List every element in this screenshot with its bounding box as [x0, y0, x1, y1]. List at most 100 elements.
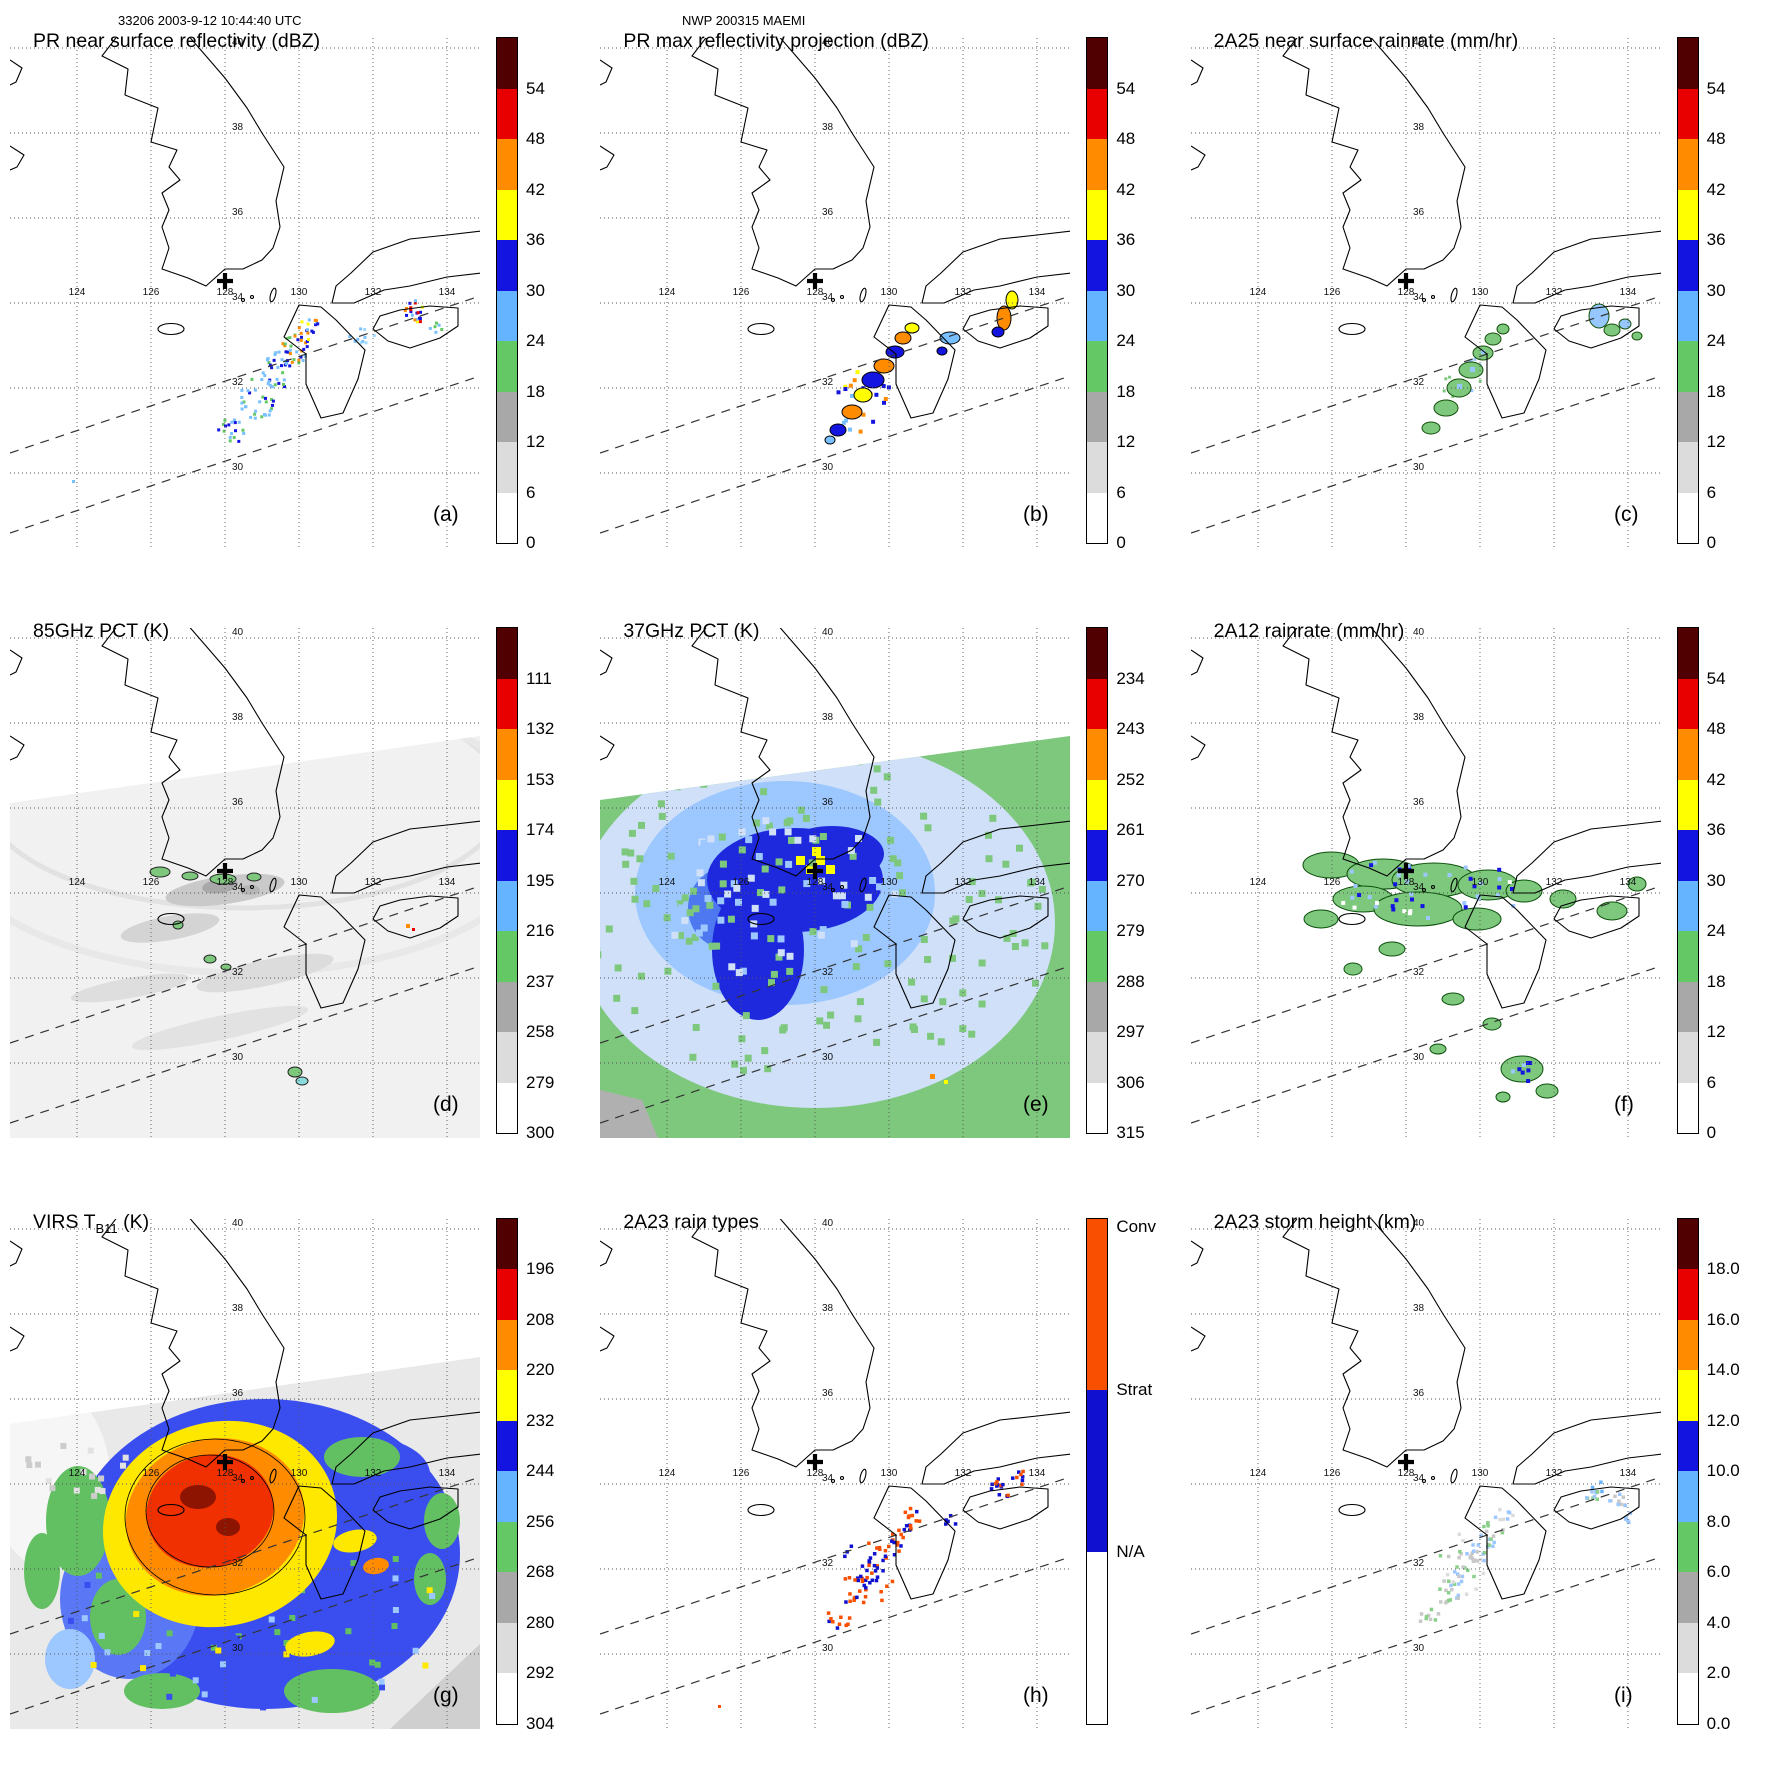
- colorbar-tick: 279: [526, 1072, 555, 1092]
- colorbar-segment: [1677, 981, 1698, 1033]
- svg-text:124: 124: [69, 1468, 86, 1479]
- graticule-labels: 124 126 128 130 132 134 40 38 36 34 32 30: [69, 38, 456, 473]
- map-layers: 124 126 128 130 132 134 40 38 36 34 32 30 (h): [600, 1218, 1071, 1729]
- svg-text:36: 36: [822, 1388, 834, 1399]
- svg-text:32: 32: [232, 377, 244, 388]
- map-g: 124 126 128 130 132 134 40 38 36 34 32 30 (g): [10, 1218, 480, 1729]
- svg-text:32: 32: [1413, 377, 1425, 388]
- svg-text:38: 38: [232, 712, 244, 723]
- svg-text:134: 134: [1619, 877, 1636, 888]
- svg-text:132: 132: [365, 877, 382, 888]
- swath-edge-lines: [1190, 295, 1661, 534]
- colorbar-segment: [1087, 931, 1108, 982]
- svg-text:32: 32: [1413, 1558, 1425, 1569]
- colorbar-segment: [497, 1370, 517, 1421]
- colorbar-segment: [497, 341, 517, 392]
- colorbar-tick: 14.0: [1706, 1360, 1740, 1380]
- colorbar-segment: [497, 830, 517, 881]
- svg-text:36: 36: [1413, 1388, 1425, 1399]
- svg-text:32: 32: [822, 1558, 834, 1569]
- svg-text:134: 134: [439, 1468, 456, 1479]
- colorbar-segment: [1677, 729, 1698, 780]
- svg-text:30: 30: [232, 1052, 244, 1063]
- colorbar-tick: 252: [1116, 769, 1145, 789]
- graticule-labels: 124 126 128 130 132 134 40 38 36 34 32 30: [659, 1219, 1046, 1654]
- svg-text:132: 132: [955, 877, 972, 888]
- colorbar-segment: [1677, 678, 1698, 730]
- colorbar-segment: [497, 678, 517, 730]
- colorbar-tick: 234: [1116, 668, 1145, 688]
- colorbar-segment: [497, 442, 517, 493]
- svg-text:130: 130: [881, 287, 898, 298]
- swath-edge-lines: [600, 885, 1071, 1124]
- swath-edge-lines: [10, 885, 480, 1124]
- colorbar-segment: [1677, 290, 1698, 341]
- panel-title-a: PR near surface reflectivity (dBZ): [33, 30, 321, 52]
- colorbar-segment: [497, 1269, 517, 1320]
- map-b: 124 126 128 130 132 134 40 38 36 34 32 30 (b): [600, 38, 1071, 548]
- panel-title-d: 85GHz PCT (K): [33, 620, 170, 643]
- colorbar-segment: [1087, 38, 1108, 89]
- map-layers: 124 126 128 130 132 134 40 38 36 34 32 30 (b): [600, 38, 1071, 548]
- graticule: [1190, 1218, 1661, 1729]
- svg-text:128: 128: [807, 1468, 824, 1479]
- svg-text:130: 130: [1471, 287, 1488, 298]
- svg-text:38: 38: [822, 712, 834, 723]
- colorbar-segment: [497, 492, 517, 543]
- svg-text:126: 126: [143, 1468, 160, 1479]
- colorbar-tick: 12: [1116, 432, 1136, 451]
- svg-text:128: 128: [217, 1468, 234, 1479]
- panel-title-c: 2A25 near surface rainrate (mm/hr): [1213, 30, 1519, 52]
- colorbar-label-strat: Strat: [1116, 1380, 1153, 1400]
- swath-edge-lines: [1190, 885, 1661, 1124]
- colorbar-segment: [1087, 189, 1108, 240]
- coastlines: [10, 628, 480, 1009]
- colorbar-tick: 18: [1706, 381, 1726, 401]
- graticule: [10, 38, 480, 548]
- panel-letter: (g): [433, 1684, 459, 1707]
- colorbar-tick: 306: [1116, 1072, 1145, 1092]
- svg-text:132: 132: [365, 287, 382, 298]
- colorbar-segment: [1087, 341, 1108, 392]
- panel-h: 2A23 rain types 124 126 128 130 132 134 40 38 36 3…: [590, 1181, 1180, 1771]
- colorbar-tick: 42: [526, 179, 545, 199]
- colorbar-b: [1086, 37, 1109, 544]
- coastlines: [600, 628, 1071, 1009]
- svg-text:130: 130: [1471, 877, 1488, 888]
- colorbar-tick: 256: [526, 1511, 555, 1531]
- map-i: 124 126 128 130 132 134 40 38 36 34 32 30 (i): [1190, 1218, 1661, 1729]
- colorbar-tick: 280: [526, 1612, 555, 1632]
- colorbar-segment: [1087, 628, 1108, 679]
- colorbar-segment: [497, 1622, 517, 1674]
- data-overlay-d: [10, 736, 480, 1139]
- colorbar-segment: [1677, 1521, 1698, 1573]
- graticule-labels: 124 126 128 130 132 134 40 38 36 34 32 30: [69, 628, 456, 1063]
- map-layers: 124 126 128 130 132 134 40 38 36 34 32 30 (e): [600, 628, 1071, 1139]
- colorbar-segment-strat: [1087, 1390, 1108, 1552]
- svg-text:130: 130: [1471, 1468, 1488, 1479]
- svg-text:40: 40: [232, 1219, 244, 1229]
- colorbar-segment: [1677, 1218, 1698, 1270]
- svg-text:30: 30: [822, 462, 834, 473]
- svg-text:30: 30: [1413, 1052, 1425, 1063]
- svg-text:124: 124: [1249, 877, 1266, 888]
- map-layers: 124 126 128 130 132 134 40 38 36 34 32 30 (d): [10, 628, 480, 1139]
- colorbar-a: [496, 37, 518, 544]
- panel-c: 2A25 near surface rainrate (mm/hr) 124 126…: [1181, 0, 1771, 590]
- data-overlay-e: [600, 736, 1071, 1139]
- colorbar-tick: 153: [526, 769, 555, 789]
- graticule: [1190, 38, 1661, 548]
- svg-text:34: 34: [1413, 882, 1425, 893]
- svg-text:134: 134: [1619, 287, 1636, 298]
- site-marker-plus-icon: [1397, 273, 1414, 289]
- coastlines: [10, 38, 480, 419]
- graticule-labels: 124 126 128 130 132 134 40 38 36 34 32 30: [1249, 38, 1636, 473]
- colorbar-segment: [1087, 240, 1108, 291]
- graticule: [10, 1218, 480, 1729]
- colorbar-tick: 16.0: [1706, 1309, 1740, 1329]
- colorbar-segment: [1677, 628, 1698, 679]
- coastlines: [600, 1218, 1071, 1600]
- svg-text:130: 130: [291, 287, 308, 298]
- colorbar-segment: [1677, 1319, 1698, 1371]
- colorbar-segment: [497, 1082, 517, 1134]
